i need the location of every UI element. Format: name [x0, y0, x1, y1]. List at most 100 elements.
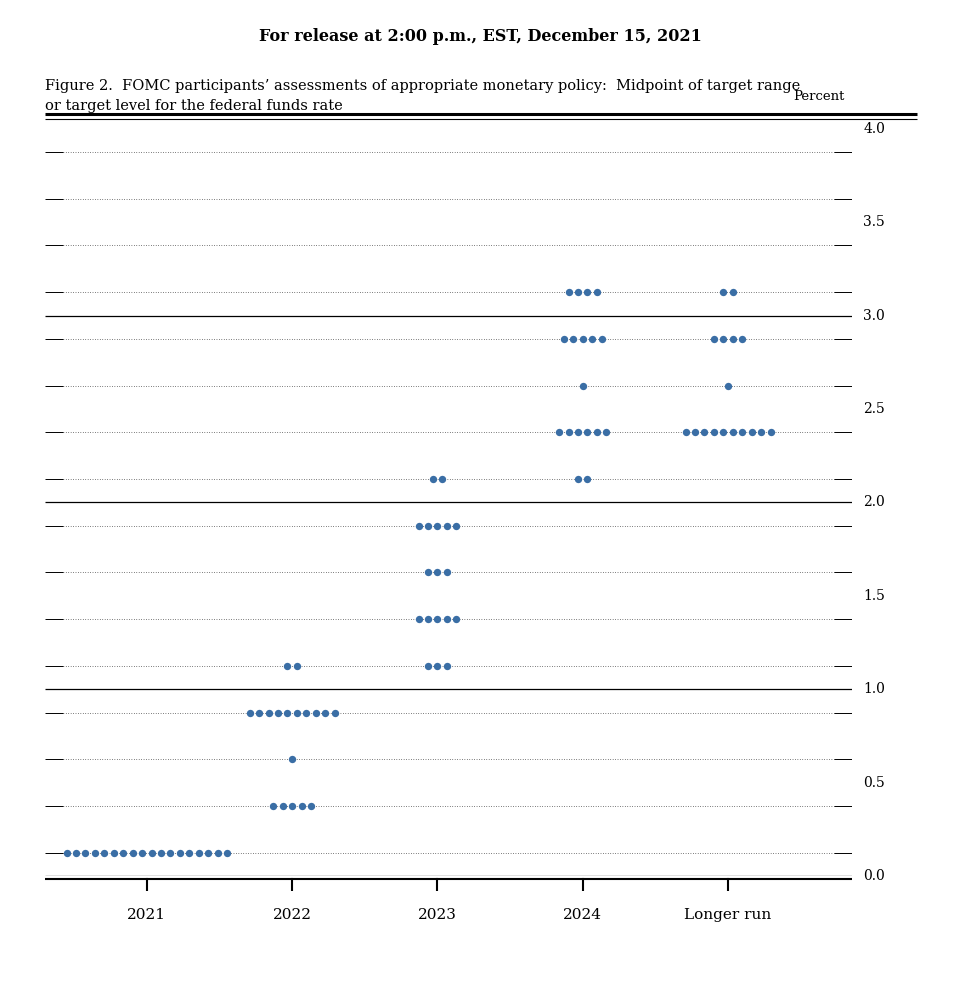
Point	[97, 844, 112, 860]
Point	[439, 564, 454, 580]
Point	[420, 611, 436, 627]
Text: 3.5: 3.5	[863, 215, 885, 229]
Point	[308, 705, 324, 721]
Point	[561, 284, 576, 300]
Point	[589, 284, 605, 300]
Point	[294, 798, 309, 814]
Point	[411, 518, 426, 534]
Text: Longer run: Longer run	[684, 908, 772, 922]
Point	[125, 844, 140, 860]
Point	[115, 844, 131, 860]
Text: 4.0: 4.0	[863, 122, 885, 136]
Point	[261, 705, 276, 721]
Point	[289, 658, 304, 674]
Point	[68, 844, 84, 860]
Point	[725, 425, 740, 441]
Text: 1.5: 1.5	[863, 589, 885, 603]
Text: or target level for the federal funds rate: or target level for the federal funds ra…	[45, 99, 343, 113]
Point	[561, 425, 576, 441]
Point	[284, 798, 300, 814]
Point	[754, 425, 769, 441]
Point	[271, 705, 286, 721]
Point	[589, 425, 605, 441]
Point	[87, 844, 103, 860]
Point	[289, 705, 304, 721]
Point	[134, 844, 150, 860]
Point	[411, 611, 426, 627]
Point	[154, 844, 169, 860]
Point	[266, 798, 281, 814]
Point	[565, 331, 581, 346]
Point	[697, 425, 712, 441]
Text: 2023: 2023	[418, 908, 457, 922]
Point	[430, 518, 445, 534]
Point	[715, 331, 731, 346]
Text: Figure 2.  FOMC participants’ assessments of appropriate monetary policy:  Midpo: Figure 2. FOMC participants’ assessments…	[45, 79, 801, 93]
Point	[570, 425, 586, 441]
Point	[430, 611, 445, 627]
Point	[715, 284, 731, 300]
Point	[420, 658, 436, 674]
Point	[275, 798, 290, 814]
Point	[425, 471, 441, 487]
Point	[763, 425, 779, 441]
Point	[439, 658, 454, 674]
Point	[570, 471, 586, 487]
Point	[551, 425, 566, 441]
Point	[279, 705, 295, 721]
Point	[430, 658, 445, 674]
Point	[599, 425, 614, 441]
Point	[210, 844, 226, 860]
Point	[707, 425, 722, 441]
Point	[725, 331, 740, 346]
Point	[678, 425, 693, 441]
Point	[299, 705, 314, 721]
Point	[448, 611, 464, 627]
Point	[201, 844, 216, 860]
Point	[575, 378, 590, 394]
Point	[327, 705, 343, 721]
Point	[279, 658, 295, 674]
Text: Percent: Percent	[793, 89, 844, 103]
Point	[556, 331, 571, 346]
Point	[580, 425, 595, 441]
Point	[575, 331, 590, 346]
Point	[181, 844, 197, 860]
Point	[585, 331, 600, 346]
Point	[284, 751, 300, 767]
Text: 0.0: 0.0	[863, 869, 885, 883]
Point	[580, 284, 595, 300]
Point	[734, 425, 750, 441]
Point	[220, 844, 235, 860]
Text: For release at 2:00 p.m., EST, December 15, 2021: For release at 2:00 p.m., EST, December …	[258, 28, 702, 45]
Point	[687, 425, 703, 441]
Point	[242, 705, 257, 721]
Point	[420, 564, 436, 580]
Text: 3.0: 3.0	[863, 309, 885, 323]
Text: 2021: 2021	[128, 908, 166, 922]
Point	[715, 425, 731, 441]
Point	[59, 844, 74, 860]
Point	[707, 331, 722, 346]
Text: 0.5: 0.5	[863, 776, 885, 790]
Point	[303, 798, 319, 814]
Point	[594, 331, 610, 346]
Point	[448, 518, 464, 534]
Point	[430, 564, 445, 580]
Point	[570, 284, 586, 300]
Point	[163, 844, 179, 860]
Point	[720, 378, 735, 394]
Text: 2.0: 2.0	[863, 495, 885, 510]
Point	[191, 844, 206, 860]
Point	[744, 425, 759, 441]
Point	[252, 705, 267, 721]
Text: 1.0: 1.0	[863, 682, 885, 696]
Point	[580, 471, 595, 487]
Point	[734, 331, 750, 346]
Point	[439, 611, 454, 627]
Point	[420, 518, 436, 534]
Text: 2022: 2022	[273, 908, 312, 922]
Point	[78, 844, 93, 860]
Point	[144, 844, 159, 860]
Point	[318, 705, 333, 721]
